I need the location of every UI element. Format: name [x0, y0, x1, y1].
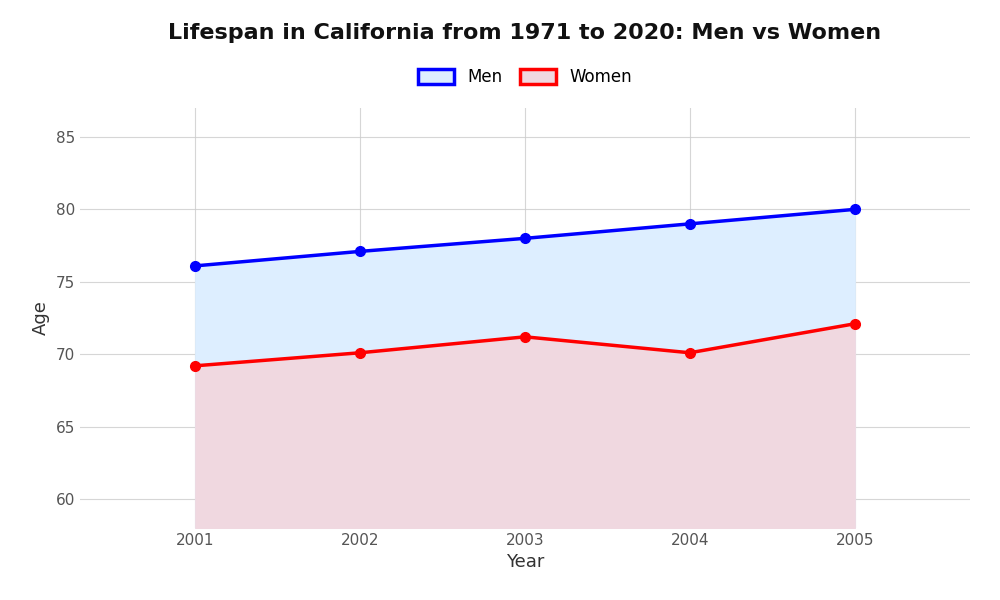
Title: Lifespan in California from 1971 to 2020: Men vs Women: Lifespan in California from 1971 to 2020… — [168, 23, 882, 43]
Y-axis label: Age: Age — [32, 301, 50, 335]
Legend: Men, Women: Men, Women — [411, 62, 639, 93]
X-axis label: Year: Year — [506, 553, 544, 571]
